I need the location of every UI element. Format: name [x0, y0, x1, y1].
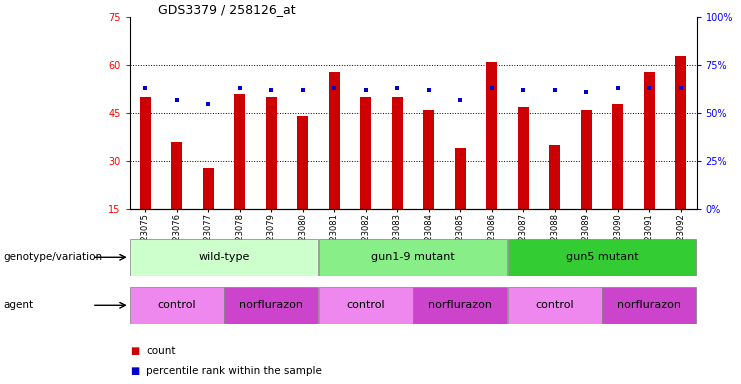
Bar: [130, 287, 224, 324]
Text: control: control: [536, 300, 574, 310]
Point: [297, 87, 309, 93]
Bar: [423, 110, 434, 209]
Point: [580, 89, 592, 95]
Point: [328, 85, 340, 91]
Bar: [329, 72, 340, 209]
Bar: [508, 239, 697, 276]
Point: [360, 87, 372, 93]
Point: [265, 87, 277, 93]
Bar: [518, 107, 529, 209]
Bar: [171, 142, 182, 209]
Text: norflurazon: norflurazon: [428, 300, 492, 310]
Point: [202, 101, 214, 107]
Text: norflurazon: norflurazon: [239, 300, 303, 310]
Point: [234, 85, 246, 91]
Bar: [297, 116, 308, 209]
Bar: [644, 72, 655, 209]
Bar: [612, 104, 623, 209]
Text: agent: agent: [4, 300, 34, 310]
Bar: [140, 97, 151, 209]
Point: [517, 87, 529, 93]
Point: [612, 85, 624, 91]
Point: [454, 97, 466, 103]
Point: [675, 85, 687, 91]
Point: [486, 85, 498, 91]
Text: wild-type: wild-type: [199, 252, 250, 262]
Text: ■: ■: [130, 346, 139, 356]
Bar: [486, 62, 497, 209]
Bar: [319, 287, 413, 324]
Point: [139, 85, 151, 91]
Text: gun5 mutant: gun5 mutant: [565, 252, 639, 262]
Bar: [549, 145, 560, 209]
Bar: [360, 97, 371, 209]
Text: norflurazon: norflurazon: [617, 300, 681, 310]
Text: genotype/variation: genotype/variation: [4, 252, 103, 262]
Bar: [675, 56, 686, 209]
Point: [643, 85, 655, 91]
Bar: [508, 287, 602, 324]
Bar: [234, 94, 245, 209]
Point: [171, 97, 183, 103]
Bar: [602, 287, 697, 324]
Text: control: control: [158, 300, 196, 310]
Bar: [266, 97, 277, 209]
Text: ■: ■: [130, 366, 139, 376]
Bar: [413, 287, 508, 324]
Bar: [130, 239, 319, 276]
Text: gun1-9 mutant: gun1-9 mutant: [371, 252, 455, 262]
Bar: [581, 110, 592, 209]
Text: control: control: [347, 300, 385, 310]
Text: percentile rank within the sample: percentile rank within the sample: [146, 366, 322, 376]
Text: GDS3379 / 258126_at: GDS3379 / 258126_at: [158, 3, 296, 16]
Point: [423, 87, 435, 93]
Point: [391, 85, 403, 91]
Bar: [225, 287, 319, 324]
Bar: [203, 168, 214, 209]
Bar: [455, 149, 466, 209]
Bar: [319, 239, 508, 276]
Text: count: count: [146, 346, 176, 356]
Bar: [392, 97, 403, 209]
Point: [549, 87, 561, 93]
